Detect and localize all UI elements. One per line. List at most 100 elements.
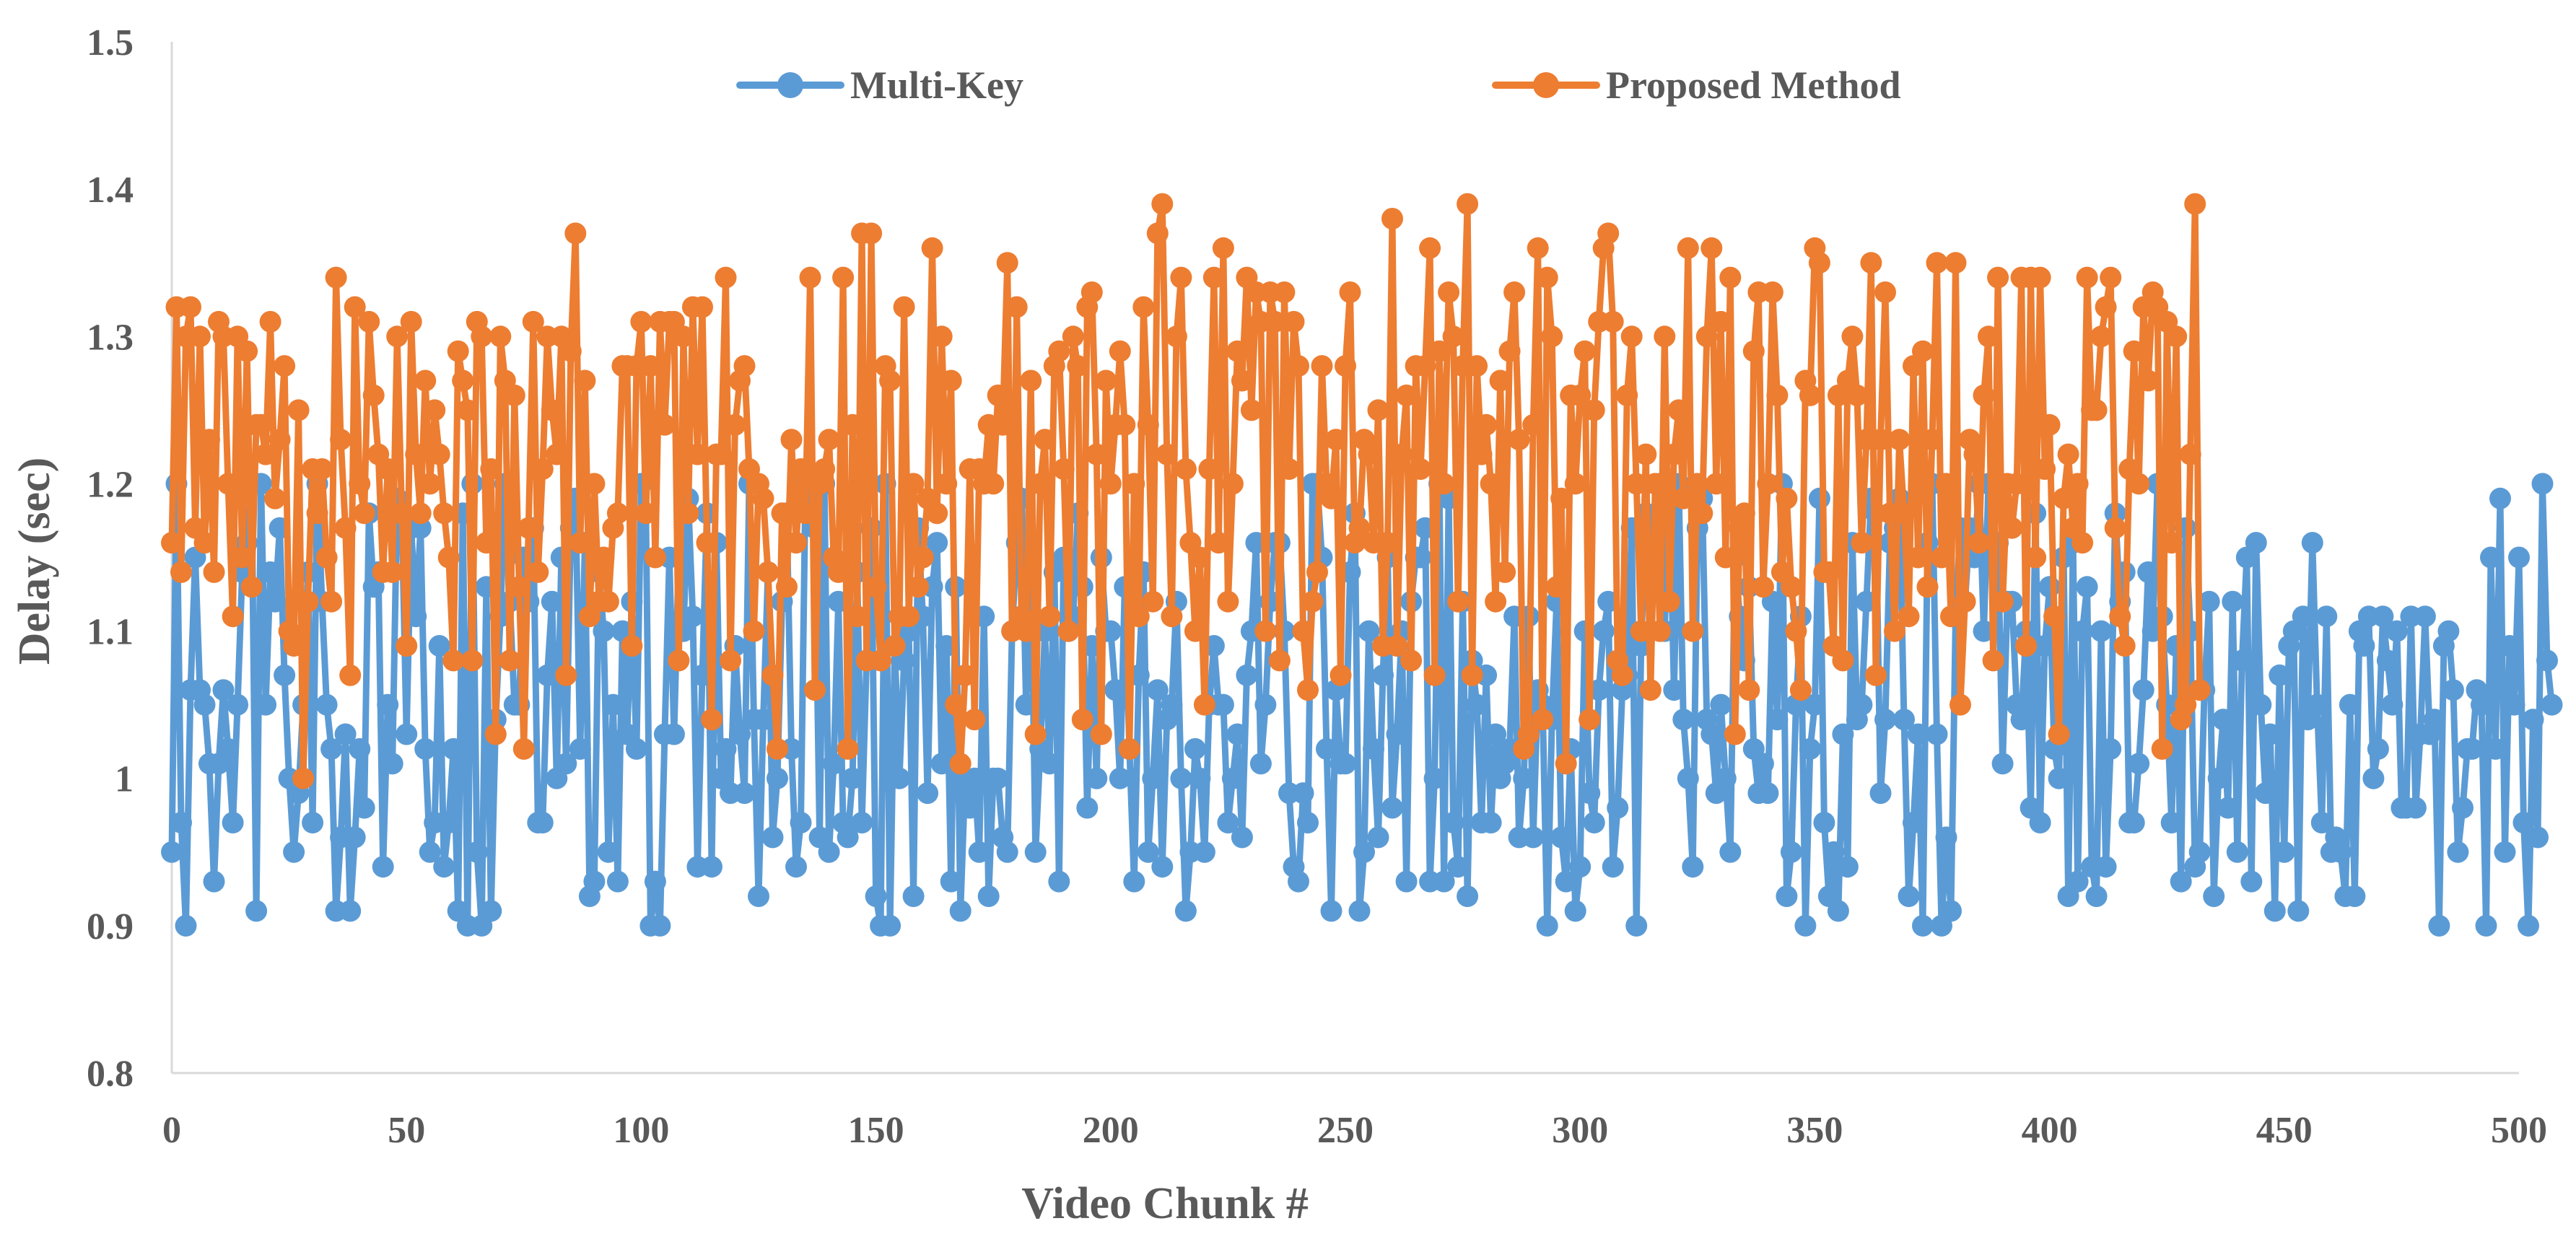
- data-point-multi-key: [1039, 753, 1061, 775]
- x-tick-label: 0: [162, 1110, 181, 1151]
- data-point-multi-key: [842, 767, 864, 789]
- data-point-proposed-method: [686, 443, 709, 465]
- data-point-proposed-method: [639, 355, 662, 377]
- data-point-multi-key: [1297, 812, 1319, 833]
- data-point-proposed-method: [842, 413, 864, 436]
- y-tick-label: 1.5: [87, 22, 134, 64]
- data-point-proposed-method: [757, 561, 779, 583]
- data-point-proposed-method: [1442, 325, 1464, 348]
- data-point-multi-key: [2376, 649, 2398, 672]
- data-point-proposed-method: [1682, 620, 1704, 642]
- data-point-multi-key: [1236, 664, 1258, 686]
- data-point-proposed-method: [921, 237, 943, 259]
- data-point-multi-key: [1348, 900, 1371, 922]
- data-point-multi-key: [377, 693, 399, 716]
- data-point-proposed-method: [1137, 413, 1159, 436]
- data-point-proposed-method: [1785, 620, 1807, 642]
- data-point-proposed-method: [1602, 310, 1624, 333]
- data-point-multi-key: [1903, 812, 1924, 833]
- data-point-proposed-method: [724, 413, 746, 436]
- data-point-proposed-method: [818, 429, 840, 451]
- data-point-proposed-method: [1817, 561, 1840, 583]
- data-point-proposed-method: [480, 458, 502, 480]
- data-point-proposed-method: [1991, 590, 2014, 613]
- data-point-multi-key: [940, 870, 962, 893]
- data-point-proposed-method: [668, 649, 690, 672]
- data-point-proposed-method: [1884, 620, 1905, 642]
- data-point-proposed-method: [1447, 590, 1470, 613]
- y-tick-label: 1.2: [87, 464, 134, 505]
- data-point-proposed-method: [827, 561, 850, 583]
- data-point-multi-key: [2203, 885, 2225, 907]
- data-point-multi-key: [405, 605, 427, 628]
- data-point-multi-key: [2471, 693, 2492, 716]
- data-point-proposed-method: [2137, 369, 2160, 392]
- data-point-proposed-method: [325, 266, 347, 289]
- data-point-proposed-method: [715, 266, 737, 289]
- x-tick-label: 350: [1786, 1110, 1843, 1151]
- data-point-multi-key: [1869, 782, 1892, 805]
- data-point-proposed-method: [1193, 693, 1215, 716]
- data-point-proposed-method: [2006, 473, 2028, 495]
- data-point-multi-key: [212, 679, 235, 701]
- data-point-proposed-method: [865, 576, 887, 598]
- data-point-proposed-method: [1268, 649, 1291, 672]
- data-point-multi-key: [2245, 532, 2267, 554]
- data-point-proposed-method: [330, 429, 352, 451]
- data-point-proposed-method: [1320, 487, 1342, 509]
- data-point-proposed-method: [1297, 679, 1319, 701]
- data-point-proposed-method: [419, 473, 441, 495]
- data-point-proposed-method: [1127, 605, 1150, 628]
- data-point-proposed-method: [1123, 473, 1145, 495]
- data-point-proposed-method: [1330, 664, 1352, 686]
- data-point-proposed-method: [2043, 605, 2066, 628]
- data-point-proposed-method: [1527, 237, 1549, 259]
- data-point-proposed-method: [452, 369, 474, 392]
- data-point-proposed-method: [1808, 252, 1830, 274]
- data-point-multi-key: [917, 782, 939, 805]
- data-point-proposed-method: [1099, 473, 1122, 495]
- data-point-proposed-method: [180, 296, 201, 318]
- data-point-multi-key: [1189, 767, 1211, 789]
- data-point-multi-key: [1395, 870, 1418, 893]
- data-point-proposed-method: [653, 413, 676, 436]
- data-point-proposed-method: [193, 532, 216, 554]
- data-point-multi-key: [1137, 841, 1159, 863]
- data-point-multi-key: [1109, 767, 1131, 789]
- data-point-multi-key: [2484, 737, 2507, 760]
- data-point-proposed-method: [790, 458, 812, 480]
- data-point-multi-key: [2170, 870, 2192, 893]
- data-point-proposed-method: [1616, 384, 1638, 406]
- data-point-proposed-method: [1926, 252, 1948, 274]
- data-point-multi-key: [1851, 693, 1873, 716]
- data-point-multi-key: [2381, 693, 2403, 716]
- data-point-proposed-method: [250, 413, 272, 436]
- data-point-multi-key: [1935, 826, 1957, 849]
- x-tick-label: 150: [848, 1110, 904, 1151]
- data-point-proposed-method: [396, 635, 418, 657]
- data-point-proposed-method: [1095, 369, 1117, 392]
- data-point-proposed-method: [2057, 443, 2079, 465]
- data-point-multi-key: [1184, 737, 1206, 760]
- data-point-multi-key: [823, 753, 845, 775]
- series-layer: [161, 193, 2563, 937]
- data-point-multi-key: [2315, 605, 2338, 628]
- data-point-proposed-method: [767, 737, 788, 760]
- data-point-proposed-method: [1780, 576, 1802, 598]
- data-point-multi-key: [1907, 723, 1929, 745]
- data-point-proposed-method: [2095, 296, 2117, 318]
- data-point-proposed-method: [2100, 266, 2122, 289]
- data-point-proposed-method: [1654, 325, 1676, 348]
- y-tick-labels: 0.8 0.9 1 1.1 1.2 1.3 1.4 1.5: [87, 22, 134, 1095]
- data-point-proposed-method: [442, 649, 465, 672]
- data-point-proposed-method: [1086, 443, 1108, 465]
- data-point-proposed-method: [898, 605, 920, 628]
- data-point-multi-key: [2372, 605, 2394, 628]
- data-point-proposed-method: [1789, 679, 1812, 701]
- data-point-multi-key: [2442, 679, 2464, 701]
- data-point-multi-key: [1710, 693, 1732, 716]
- data-point-multi-key: [1288, 870, 1309, 893]
- data-point-proposed-method: [1184, 620, 1206, 642]
- data-point-multi-key: [2527, 826, 2549, 849]
- data-point-proposed-method: [2076, 266, 2098, 289]
